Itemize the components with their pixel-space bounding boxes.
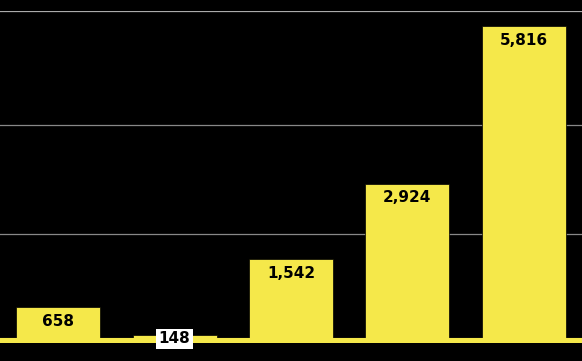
Bar xyxy=(482,26,566,343)
Bar xyxy=(133,335,217,343)
Text: 2,924: 2,924 xyxy=(383,190,432,205)
Bar xyxy=(365,184,449,343)
Text: 5,816: 5,816 xyxy=(500,33,548,48)
Bar xyxy=(249,259,333,343)
Bar xyxy=(16,307,100,343)
Text: 658: 658 xyxy=(42,314,74,329)
Text: 148: 148 xyxy=(159,331,190,347)
Text: 1,542: 1,542 xyxy=(267,266,315,280)
